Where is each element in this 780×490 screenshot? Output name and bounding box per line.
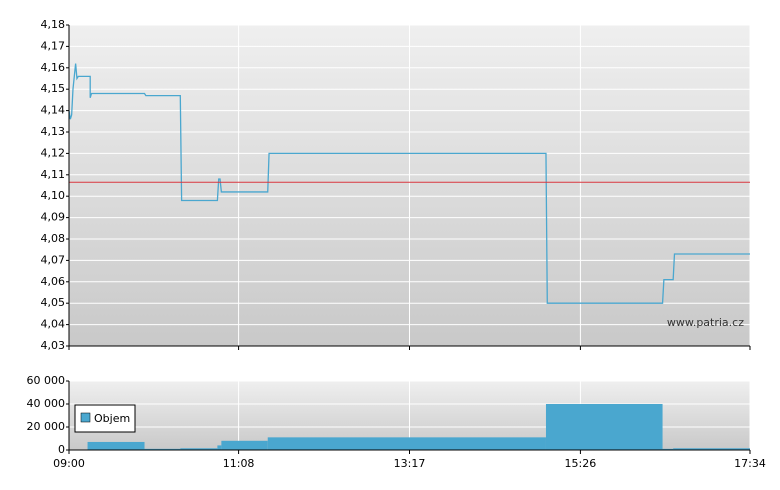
legend-label: Objem [94,412,130,425]
y-tick-label: 40 000 [27,397,66,410]
x-tick-label: 13:17 [394,457,426,470]
y-tick-label: 4,12 [41,146,66,159]
y-tick-label: 4,05 [41,296,66,309]
y-tick-label: 4,11 [41,168,66,181]
y-tick-label: 4,17 [41,39,66,52]
x-tick-label: 09:00 [53,457,85,470]
y-tick-label: 4,15 [41,82,66,95]
legend: Objem [74,404,136,433]
volume-bar [267,437,546,450]
volume-bar [180,448,218,450]
y-tick-label: 4,04 [41,318,66,331]
price-line [68,63,750,304]
legend-swatch [80,412,91,423]
volume-bar [545,404,663,450]
volume-bar [144,448,181,450]
y-tick-label: 4,13 [41,125,66,138]
y-tick-label: 4,14 [41,104,66,117]
y-tick-label: 4,09 [41,211,66,224]
volume-bar [662,448,674,450]
y-tick-label: 4,10 [41,189,66,202]
x-tick-label: 11:08 [223,457,255,470]
y-tick-label: 4,03 [41,339,66,352]
watermark: www.patria.cz [667,316,744,329]
volume-bar [673,448,750,450]
y-tick-label: 20 000 [27,420,66,433]
volume-bar [221,440,268,450]
x-tick-label: 15:26 [565,457,597,470]
x-tick-label: 17:34 [734,457,766,470]
y-tick-label: 0 [58,443,65,456]
marks [68,63,750,450]
y-tick-label: 4,18 [41,18,66,31]
y-tick-label: 4,07 [41,253,66,266]
y-tick-label: 4,06 [41,275,66,288]
y-tick-label: 60 000 [27,374,66,387]
volume-bar [87,441,145,450]
y-tick-label: 4,16 [41,61,66,74]
y-tick-label: 4,08 [41,232,66,245]
volume-bar [217,445,222,450]
